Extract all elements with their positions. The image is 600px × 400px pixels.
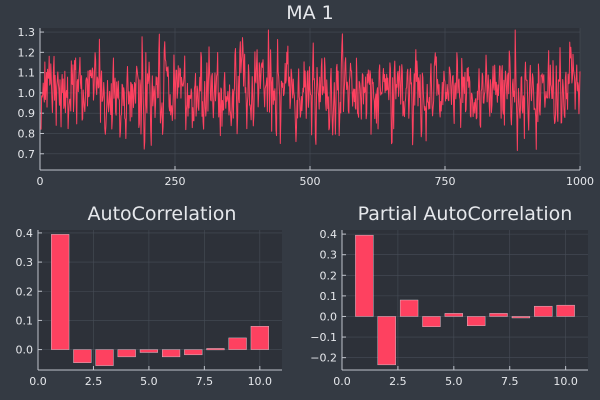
x-tick-label: 5.0 <box>140 375 158 388</box>
y-tick-label: 0.1 <box>320 290 338 303</box>
bar-lag-8 <box>511 316 531 319</box>
x-tick-label: 5.0 <box>445 375 463 388</box>
y-tick-label: 0.3 <box>320 249 338 262</box>
y-tick-label: 0.9 <box>18 107 36 120</box>
y-tick-label: 0.3 <box>16 256 34 269</box>
bar-lag-9 <box>228 337 247 350</box>
bar-lag-6 <box>467 316 486 326</box>
bar-lag-1 <box>355 234 374 317</box>
y-tick-label: 0.2 <box>16 285 34 298</box>
chart-autocorrelation: AutoCorrelation 0.0 2.5 5.0 7.5 10.0 0.0 0.1 0.2… <box>16 203 282 388</box>
x-tick-label: 750 <box>435 175 456 188</box>
x-tick-label: 7.5 <box>196 375 214 388</box>
bar-lag-2 <box>73 349 92 363</box>
bar-lag-10 <box>556 304 575 317</box>
bar-lag-1 <box>51 234 70 350</box>
y-tick-label: 0.1 <box>16 314 34 327</box>
chart-title: AutoCorrelation <box>88 203 237 225</box>
x-tick-label: 0.0 <box>29 375 47 388</box>
bar-lag-4 <box>117 349 136 358</box>
bar-lag-5 <box>444 313 463 317</box>
y-tick-label: 0.0 <box>16 344 34 357</box>
chart-title: MA 1 <box>286 2 334 24</box>
y-tick-label: 0.4 <box>16 227 34 240</box>
bar-lag-4 <box>422 316 441 327</box>
bar-lag-3 <box>95 349 114 366</box>
y-tick-label: 1.3 <box>18 26 36 39</box>
y-tick-label: 1.2 <box>18 46 36 59</box>
bar-lag-5 <box>139 349 158 353</box>
chart-partial-autocorrelation: Partial AutoCorrelation 0.0 2.5 5.0 7.5 10.0 −… <box>310 203 588 388</box>
y-tick-label: 0.4 <box>320 228 338 241</box>
x-tick-label: 0.0 <box>333 375 351 388</box>
bar-lag-6 <box>162 349 181 358</box>
y-tick-label: −0.2 <box>310 352 337 365</box>
x-tick-label: 10.0 <box>248 375 273 388</box>
y-tick-label: 0.7 <box>18 148 36 161</box>
x-tick-label: 2.5 <box>85 375 103 388</box>
x-tick-label: 250 <box>165 175 186 188</box>
x-tick-label: 2.5 <box>389 375 407 388</box>
x-tick-label: 0 <box>37 175 44 188</box>
bar-lag-7 <box>489 313 508 317</box>
bar-lag-2 <box>377 316 396 366</box>
x-tick-label: 1000 <box>566 175 594 188</box>
y-tick-label: 0.2 <box>320 269 338 282</box>
y-tick-label: 1.0 <box>18 87 36 100</box>
bar-lag-9 <box>534 305 553 317</box>
chart-ma1: MA 1 0 250 500 750 1000 0.7 0.8 0.9 1.0 1.1 1.2 1.3 <box>18 2 595 188</box>
y-tick-label: −0.1 <box>310 331 337 344</box>
series-line <box>40 29 581 151</box>
bar-lag-7 <box>184 349 203 356</box>
bar-lag-8 <box>206 348 225 351</box>
chart-title: Partial AutoCorrelation <box>358 203 573 225</box>
y-tick-label: 1.1 <box>18 67 36 80</box>
y-tick-label: 0.0 <box>320 310 338 323</box>
x-tick-label: 7.5 <box>501 375 519 388</box>
x-tick-label: 500 <box>300 175 321 188</box>
bar-lag-10 <box>250 326 269 350</box>
x-tick-label: 10.0 <box>553 375 578 388</box>
y-tick-label: 0.8 <box>18 127 36 140</box>
bar-lag-3 <box>399 299 419 317</box>
